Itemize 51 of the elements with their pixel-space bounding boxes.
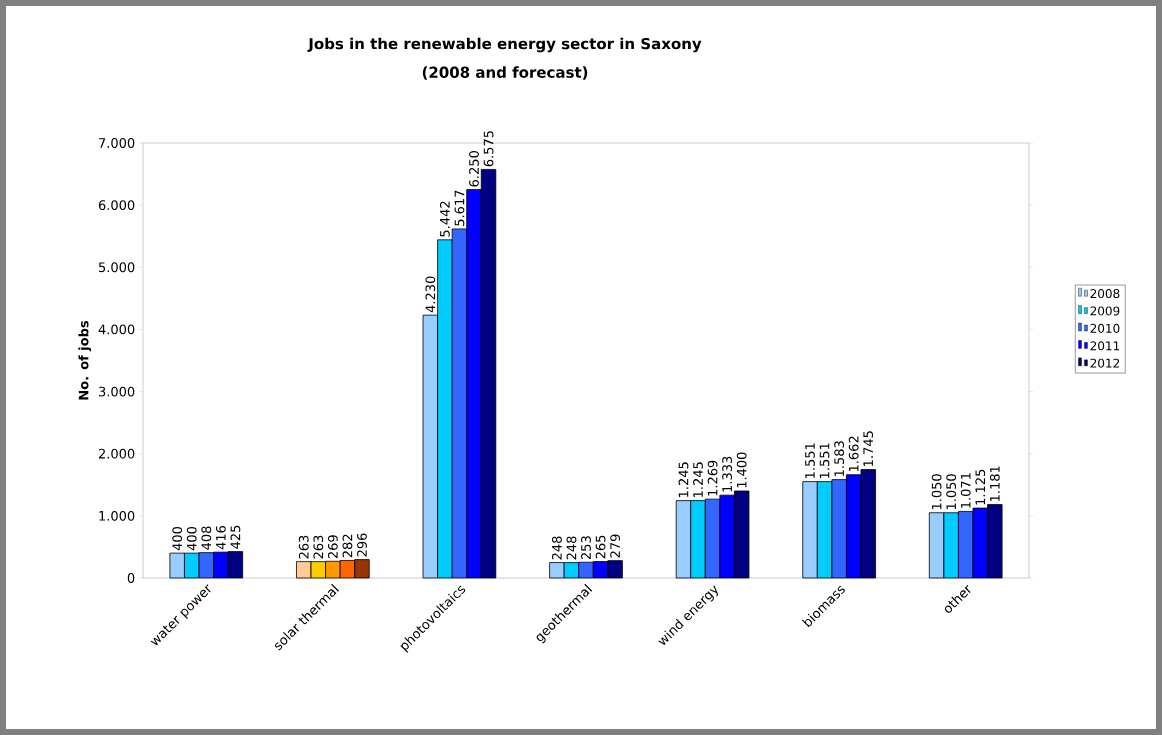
legend-label: 2009 [1090,306,1120,316]
data-label: 400 [186,526,197,551]
data-label: 1.745 [863,431,874,466]
legend-label: 2011 [1090,341,1120,351]
data-label: 263 [313,535,324,559]
data-label: 5.442 [439,201,450,237]
data-label: 1.245 [678,462,689,497]
data-label: 1.050 [946,474,957,510]
y-axis-title: No. of jobs [78,320,92,400]
data-label: 1.125 [975,469,986,505]
y-tick-label: 0 [127,573,135,583]
y-tick-label: 3.000 [98,386,135,397]
data-label: 282 [342,534,353,558]
data-label: 253 [581,536,591,560]
chart-title: Jobs in the renewable energy sector in Saxony [307,37,702,53]
data-label: 6.575 [483,131,494,167]
data-label: 265 [595,535,606,559]
y-tick-label: 4.000 [98,324,135,335]
data-label: 1.662 [848,436,859,472]
legend-label: 2012 [1090,358,1119,368]
chart-subtitle: (2008 and forecast) [422,66,588,80]
data-label: 1.333 [722,456,733,492]
y-tick-label: 5.000 [98,262,135,273]
y-tick-label: 1.000 [99,510,135,521]
data-label: 1.245 [693,462,703,497]
data-label: 425 [230,525,241,549]
data-label: 1.400 [736,452,747,488]
data-label: 1.050 [931,474,942,510]
legend-label: 2010 [1090,323,1120,333]
data-label: 1.269 [707,460,718,496]
data-label: 416 [215,525,226,550]
data-label: 408 [201,526,212,550]
data-label: 269 [327,535,338,559]
data-label: 248 [566,536,577,560]
data-label: 1.583 [834,441,845,476]
data-label: 6.250 [469,151,479,187]
data-label: 263 [298,535,309,559]
data-label: 1.551 [819,443,830,478]
y-tick-label: 6.000 [98,200,135,211]
data-label: 1.551 [805,443,815,478]
data-label: 1.071 [960,473,971,508]
data-label: 400 [172,526,183,551]
data-label: 296 [357,533,367,557]
y-tick-label: 2.000 [98,448,135,459]
legend-label: 2008 [1090,289,1120,299]
data-label: 5.617 [454,190,465,226]
data-label: 1.181 [989,466,1000,501]
y-tick-label: 7.000 [99,138,135,148]
data-label: 248 [551,536,562,560]
data-label: 279 [610,534,621,558]
data-label: 4.230 [425,276,436,313]
